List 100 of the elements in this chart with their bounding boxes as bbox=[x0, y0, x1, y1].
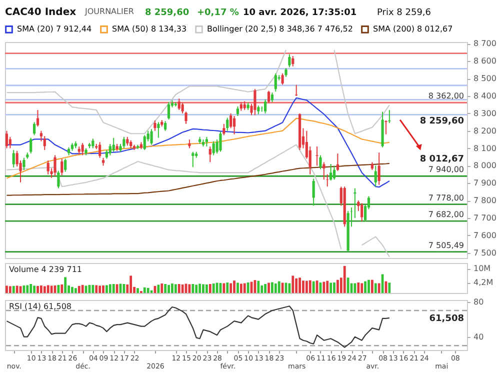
bar bbox=[246, 282, 250, 293]
y-tick-label: 8 100 bbox=[474, 144, 496, 153]
ref-line-label: 7 505,49 bbox=[428, 240, 464, 250]
candlestick bbox=[322, 162, 326, 180]
candlestick bbox=[208, 146, 212, 163]
line-series bbox=[6, 97, 390, 188]
candlestick bbox=[143, 134, 146, 150]
ref-line-label: 7 778,00 bbox=[428, 193, 464, 202]
annotation: 61,508 bbox=[429, 314, 464, 324]
bar bbox=[264, 284, 267, 293]
candlestick bbox=[254, 88, 256, 116]
candlestick bbox=[164, 120, 167, 132]
bar bbox=[12, 286, 15, 293]
bar bbox=[333, 282, 336, 293]
ref-line-label: 8 362,00 bbox=[428, 92, 464, 101]
bar bbox=[343, 266, 346, 293]
bar bbox=[240, 284, 242, 293]
bar bbox=[312, 281, 315, 293]
bar bbox=[40, 285, 42, 293]
y-tick-label: 7 700 bbox=[474, 213, 496, 222]
bar bbox=[336, 280, 339, 293]
bar bbox=[160, 283, 164, 293]
bar bbox=[288, 283, 291, 293]
candlestick bbox=[36, 109, 40, 127]
candlestick bbox=[205, 136, 208, 148]
y-tick-label: 8 200 bbox=[474, 126, 496, 136]
candlestick bbox=[22, 157, 26, 171]
candlestick bbox=[60, 158, 64, 176]
ref-line-label: 7 940,00 bbox=[428, 165, 464, 174]
y-tick-label: 7 500 bbox=[474, 248, 496, 258]
bar bbox=[378, 283, 380, 293]
bar bbox=[322, 282, 326, 293]
candlestick bbox=[332, 165, 336, 180]
bar bbox=[360, 283, 364, 293]
bar bbox=[30, 284, 32, 293]
bar bbox=[33, 286, 36, 293]
annotation: 8 012,67 bbox=[420, 154, 464, 165]
bar bbox=[226, 282, 229, 293]
candlestick bbox=[222, 123, 226, 136]
candlestick bbox=[274, 72, 277, 92]
text: 10 avr. 2026, 17:35:01 bbox=[243, 8, 357, 18]
candlestick bbox=[192, 151, 194, 168]
bar bbox=[374, 283, 377, 293]
candlestick bbox=[281, 72, 284, 86]
bar bbox=[278, 281, 280, 293]
bar bbox=[205, 284, 208, 293]
candlestick bbox=[43, 136, 46, 150]
candlestick bbox=[30, 137, 32, 154]
candlestick bbox=[374, 165, 377, 188]
chart-title: CAC40 Index bbox=[5, 7, 77, 18]
candlestick bbox=[384, 120, 388, 135]
legend-label: SMA (200) 8 012,67 bbox=[373, 24, 453, 34]
candlestick bbox=[232, 116, 236, 135]
candlestick bbox=[46, 160, 50, 175]
bar bbox=[174, 284, 177, 293]
bar bbox=[302, 280, 304, 293]
bar bbox=[346, 278, 350, 293]
y-tick-label: 8 000 bbox=[474, 161, 496, 170]
candlestick bbox=[33, 122, 36, 136]
y-tick-label: 8 500 bbox=[474, 74, 496, 84]
series-label: RSI (14) 61,508 bbox=[9, 302, 72, 311]
y-tick-label: 40 bbox=[474, 332, 484, 342]
candlestick bbox=[336, 152, 340, 172]
bar bbox=[271, 282, 274, 293]
y-tick-label: 10M bbox=[474, 264, 491, 274]
candlestick bbox=[81, 142, 84, 156]
candlestick bbox=[230, 112, 232, 129]
bar bbox=[236, 282, 239, 293]
bar bbox=[357, 282, 360, 293]
candlestick bbox=[388, 109, 391, 124]
bar bbox=[74, 288, 77, 293]
candlestick bbox=[226, 117, 229, 132]
bar bbox=[81, 284, 84, 293]
bar bbox=[257, 280, 260, 293]
legend-label: SMA (20) 7 912,44 bbox=[17, 24, 92, 34]
bar bbox=[8, 286, 12, 293]
bar bbox=[130, 276, 132, 293]
text: +0,17 % bbox=[197, 8, 239, 18]
candlestick bbox=[8, 136, 12, 149]
bar bbox=[181, 284, 184, 293]
bar bbox=[370, 280, 374, 293]
candlestick bbox=[178, 98, 180, 110]
bar bbox=[243, 283, 246, 293]
candlestick bbox=[219, 131, 222, 152]
bar bbox=[71, 286, 74, 293]
candlestick bbox=[122, 136, 126, 149]
bar bbox=[108, 284, 112, 293]
bar bbox=[164, 284, 167, 293]
candlestick bbox=[157, 122, 160, 138]
candlestick bbox=[270, 92, 274, 103]
y-tick-label: 8 700 bbox=[474, 39, 496, 48]
candlestick bbox=[236, 106, 240, 117]
text: 8 259,60 bbox=[145, 8, 190, 18]
bar bbox=[168, 284, 170, 293]
bar bbox=[116, 284, 118, 293]
bar bbox=[274, 283, 277, 293]
bar bbox=[171, 283, 174, 293]
candlestick bbox=[57, 170, 60, 189]
bar bbox=[64, 277, 67, 293]
candlestick bbox=[354, 188, 356, 218]
